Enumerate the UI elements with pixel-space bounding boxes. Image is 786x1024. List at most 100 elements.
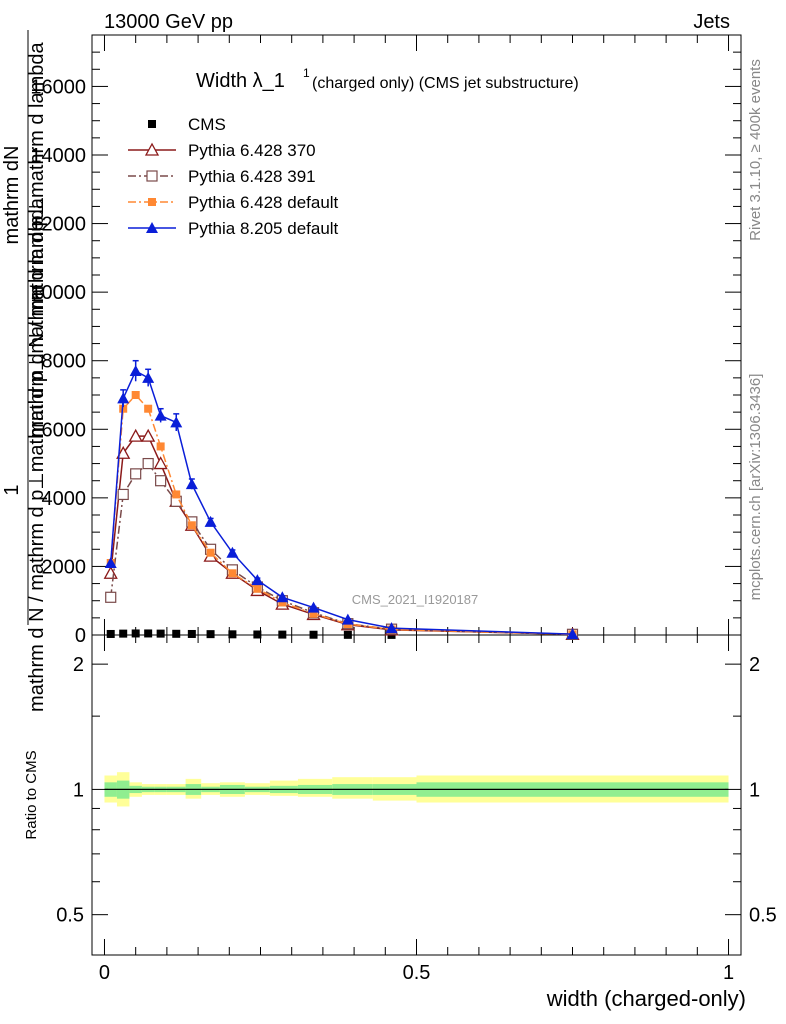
- data-point: [119, 404, 128, 413]
- data-point: [104, 557, 117, 568]
- data-point: [106, 629, 115, 638]
- y-tick-label: 10000: [30, 282, 86, 304]
- legend-label: Pythia 8.205 default: [188, 219, 339, 238]
- data-point: [251, 574, 264, 586]
- data-point: [278, 598, 287, 607]
- ratio-ylabel: Ratio to CMS: [23, 750, 40, 839]
- y-tick-label: 0: [75, 625, 86, 647]
- data-point: [206, 548, 215, 557]
- data-point: [206, 630, 215, 639]
- rivet-label: Rivet 3.1.10, ≥ 400k events: [747, 59, 764, 241]
- data-point: [566, 628, 579, 640]
- ratio-tick-label-right: 1: [749, 779, 760, 801]
- data-point: [117, 392, 130, 404]
- energy-label: 13000 GeV pp: [104, 11, 233, 33]
- legend-label: CMS: [188, 115, 226, 134]
- data-point: [117, 488, 129, 501]
- data-point: [307, 601, 320, 613]
- legend-entry: Pythia 6.428 391: [128, 167, 316, 186]
- mcplots-label: mcplots.cern.ch [arXiv:1306.3436]: [747, 374, 764, 601]
- series-line: [109, 435, 573, 636]
- series-line: [109, 462, 573, 636]
- data-point: [253, 630, 262, 639]
- ylabel-top: 1: [1, 484, 23, 495]
- data-point: [228, 569, 237, 578]
- data-point: [228, 630, 237, 639]
- title-superscript: 1: [303, 66, 310, 80]
- title-main: Width λ_1: [196, 70, 285, 92]
- plot-title: Width λ_1 1 (charged only) (CMS jet subs…: [196, 66, 579, 92]
- data-point: [385, 622, 398, 634]
- ylabel-frac-num: mathrm d N / mathrm d p⊥mathrm d lambda: [26, 41, 48, 437]
- y-tick-label: 16000: [30, 76, 86, 98]
- data-point: [141, 428, 156, 442]
- legend-marker: [146, 222, 158, 233]
- series-pythia-6-428-370: [103, 428, 580, 640]
- series-cms: [106, 629, 577, 639]
- data-point: [172, 629, 181, 638]
- data-point: [276, 591, 289, 603]
- legend-entry: Pythia 6.428 370: [128, 141, 316, 160]
- x-tick-label: 0: [99, 962, 110, 984]
- legend: CMS Pythia 6.428 370 Pythia 6.428 391 Pythi…: [128, 115, 339, 238]
- ratio-tick-label: 0.5: [56, 905, 84, 927]
- title-subtitle: (charged only) (CMS jet substructure): [312, 75, 579, 92]
- y-tick-label: 14000: [30, 145, 86, 167]
- data-point: [119, 629, 128, 638]
- data-point: [131, 391, 140, 399]
- x-axis: 0 0.5 1: [99, 35, 734, 984]
- data-point: [253, 584, 262, 593]
- data-point: [142, 457, 154, 470]
- data-point: [116, 445, 131, 459]
- data-point: [142, 371, 155, 383]
- ratio-tick-label-right: 2: [749, 654, 760, 676]
- ratio-plot: [104, 772, 729, 807]
- category-label: Jets: [693, 11, 730, 33]
- data-point: [187, 521, 196, 530]
- data-point: [144, 404, 153, 413]
- data-point: [155, 475, 167, 487]
- legend-entry: CMS: [148, 115, 226, 134]
- data-point: [341, 613, 354, 625]
- y-tick-label: 4000: [42, 488, 87, 510]
- data-point: [156, 629, 165, 638]
- legend-marker: [144, 142, 160, 156]
- y-tick-label: 2000: [42, 556, 87, 578]
- data-point: [204, 515, 217, 527]
- ylabel-num: mathrm dN: [1, 146, 23, 245]
- legend-label: Pythia 6.428 default: [188, 193, 339, 212]
- y-tick-label: 8000: [42, 351, 87, 373]
- legend-entry: Pythia 6.428 default: [128, 193, 339, 212]
- data-point: [130, 468, 142, 480]
- data-point: [129, 365, 142, 376]
- ylabel-den: mathrm d N / mathrm d p⊥mathrm d p⊥mathr…: [26, 197, 48, 712]
- ratio-tick-label: 2: [73, 654, 84, 676]
- legend-entry: Pythia 8.205 default: [128, 219, 339, 238]
- data-point: [131, 629, 140, 638]
- data-point: [105, 591, 117, 603]
- legend-marker: [148, 120, 156, 128]
- data-point: [343, 630, 352, 639]
- legend-marker: [146, 170, 158, 182]
- x-axis-label: width (charged-only): [546, 986, 746, 1011]
- data-point: [185, 478, 198, 490]
- x-tick-label: 1: [723, 962, 734, 984]
- data-point: [103, 565, 118, 579]
- y-axis-label: 1 mathrm dN mathrm d N / mathrm d p⊥math…: [1, 30, 48, 712]
- legend-label: Pythia 6.428 370: [188, 141, 316, 160]
- data-point: [144, 629, 153, 638]
- data-point: [156, 442, 165, 451]
- data-point: [309, 609, 318, 618]
- ratio-y-axis: 0.5 0.5 1 1 2 2: [56, 654, 777, 927]
- data-point: [154, 409, 167, 421]
- ratio-tick-label-right: 0.5: [749, 905, 777, 927]
- data-point: [309, 630, 318, 639]
- data-point: [278, 630, 287, 639]
- series-pythia-6-428-391: [105, 457, 579, 640]
- data-point: [187, 629, 196, 638]
- analysis-watermark: CMS_2021_I1920187: [352, 592, 479, 607]
- top-y-axis: 0 2000 4000 6000 8000 10000 12000 14000 16000: [30, 51, 741, 647]
- y-tick-label: 6000: [42, 419, 87, 441]
- y-tick-label: 12000: [30, 214, 86, 236]
